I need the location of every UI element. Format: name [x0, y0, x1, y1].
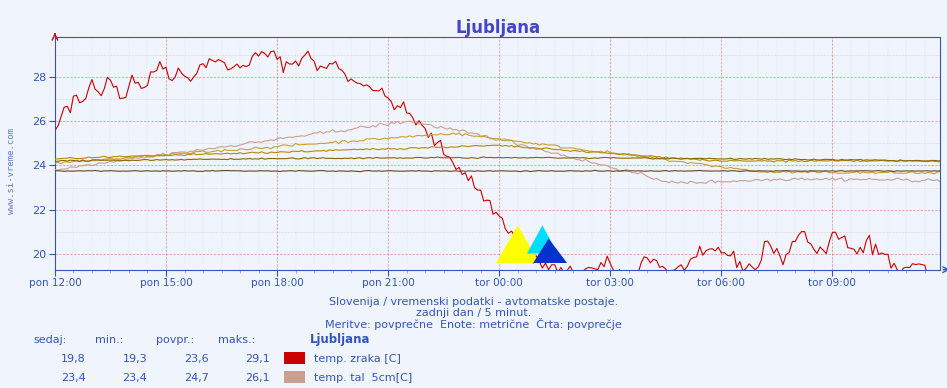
Text: 26,1: 26,1: [245, 372, 270, 383]
Text: maks.:: maks.:: [218, 335, 255, 345]
Text: sedaj:: sedaj:: [33, 335, 66, 345]
Text: Meritve: povprečne  Enote: metrične  Črta: povprečje: Meritve: povprečne Enote: metrične Črta:…: [325, 318, 622, 330]
Text: temp. zraka [C]: temp. zraka [C]: [314, 354, 402, 364]
Text: Ljubljana: Ljubljana: [310, 333, 370, 346]
Text: 29,1: 29,1: [245, 354, 270, 364]
Text: temp. tal  5cm[C]: temp. tal 5cm[C]: [314, 372, 413, 383]
Polygon shape: [533, 239, 567, 263]
Text: 23,4: 23,4: [122, 372, 147, 383]
Text: 19,8: 19,8: [61, 354, 85, 364]
Polygon shape: [527, 225, 558, 254]
Text: www.si-vreme.com: www.si-vreme.com: [7, 128, 16, 214]
Text: min.:: min.:: [95, 335, 123, 345]
Text: 23,4: 23,4: [61, 372, 85, 383]
Text: 23,6: 23,6: [184, 354, 208, 364]
Text: Slovenija / vremenski podatki - avtomatske postaje.: Slovenija / vremenski podatki - avtomats…: [329, 296, 618, 307]
Text: 19,3: 19,3: [122, 354, 147, 364]
Text: 24,7: 24,7: [184, 372, 208, 383]
Text: povpr.:: povpr.:: [156, 335, 194, 345]
Polygon shape: [496, 225, 539, 263]
Text: zadnji dan / 5 minut.: zadnji dan / 5 minut.: [416, 308, 531, 318]
Title: Ljubljana: Ljubljana: [456, 19, 540, 37]
